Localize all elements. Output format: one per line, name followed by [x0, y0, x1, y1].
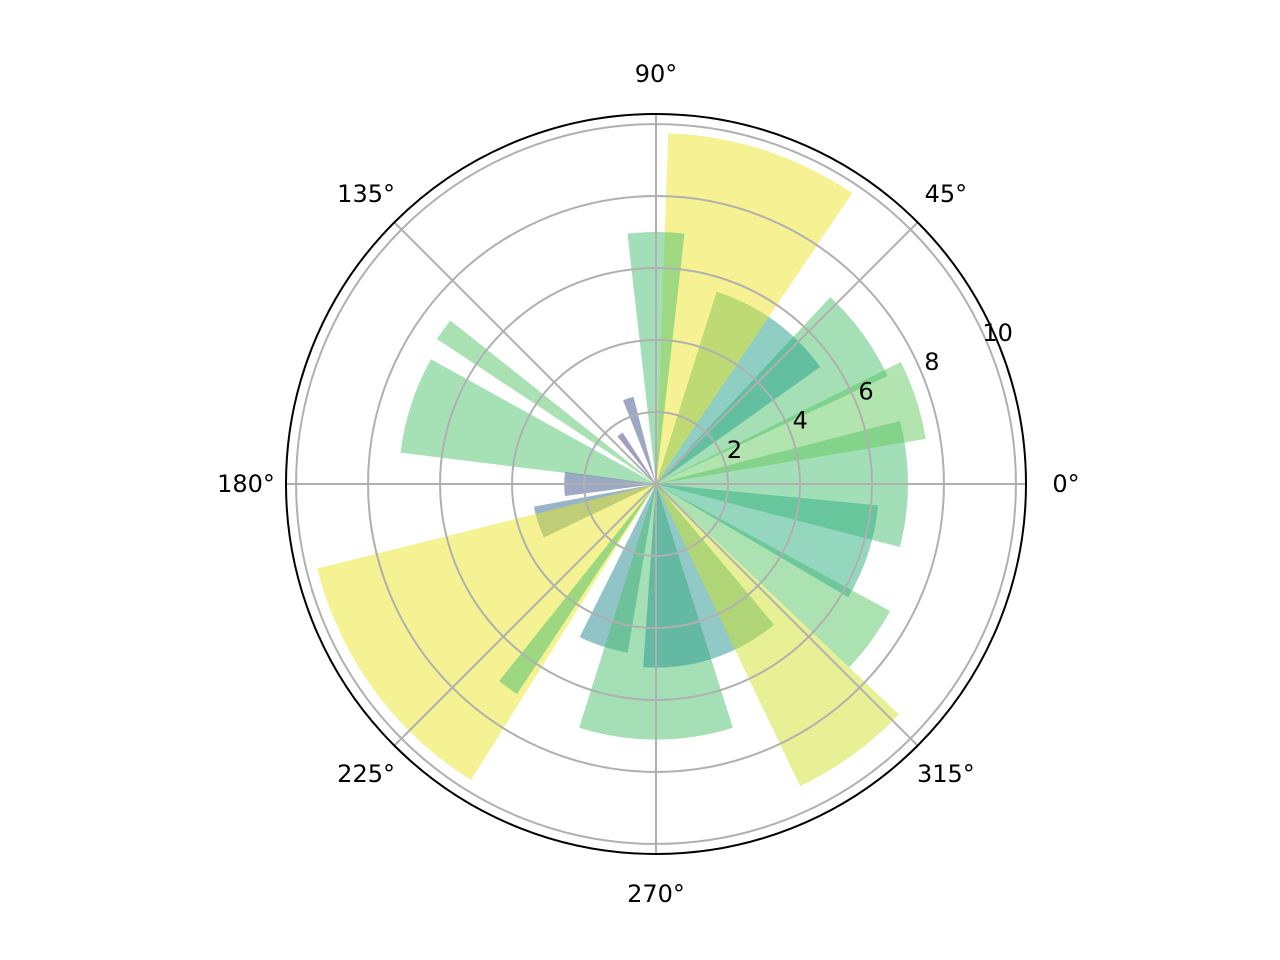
- r-tick-4: 4: [793, 407, 808, 435]
- theta-gridline-315: [655, 483, 919, 747]
- bar-342: [656, 484, 879, 598]
- bar-108: [623, 396, 656, 484]
- polar-frame: [285, 113, 1027, 855]
- bar-162: [400, 359, 656, 484]
- theta-tick-0: 0°: [1052, 470, 1079, 498]
- grid-layer: [286, 114, 1026, 854]
- bar-144: [436, 320, 656, 484]
- bar-306: [656, 484, 899, 787]
- theta-tick-270: 270°: [627, 880, 685, 908]
- theta-gridline-135: [393, 221, 657, 485]
- theta-tick-90: 90°: [635, 60, 678, 88]
- bar-324: [656, 484, 891, 668]
- theta-tick-135: 135°: [337, 180, 395, 208]
- tick-labels: 0° 45° 90° 135° 180° 225° 270° 315° 2 4 …: [217, 60, 1080, 908]
- bar-252: [579, 484, 656, 653]
- theta-tick-180: 180°: [217, 470, 275, 498]
- bars-layer: [317, 133, 926, 787]
- r-tick-8: 8: [924, 348, 939, 376]
- bar-54: [656, 291, 821, 484]
- theta-tick-315: 315°: [917, 760, 975, 788]
- bar-18: [656, 361, 926, 484]
- r-tick-10: 10: [982, 319, 1013, 347]
- bar-234: [499, 484, 656, 695]
- theta-gridline-45: [655, 221, 919, 485]
- bar-216: [317, 484, 656, 781]
- r-tick-2: 2: [727, 436, 742, 464]
- bar-72: [656, 133, 853, 484]
- theta-gridline-225: [393, 483, 657, 747]
- r-tick-6: 6: [858, 377, 873, 405]
- bar-126: [617, 432, 656, 484]
- theta-tick-225: 225°: [337, 760, 395, 788]
- theta-tick-45: 45°: [925, 180, 968, 208]
